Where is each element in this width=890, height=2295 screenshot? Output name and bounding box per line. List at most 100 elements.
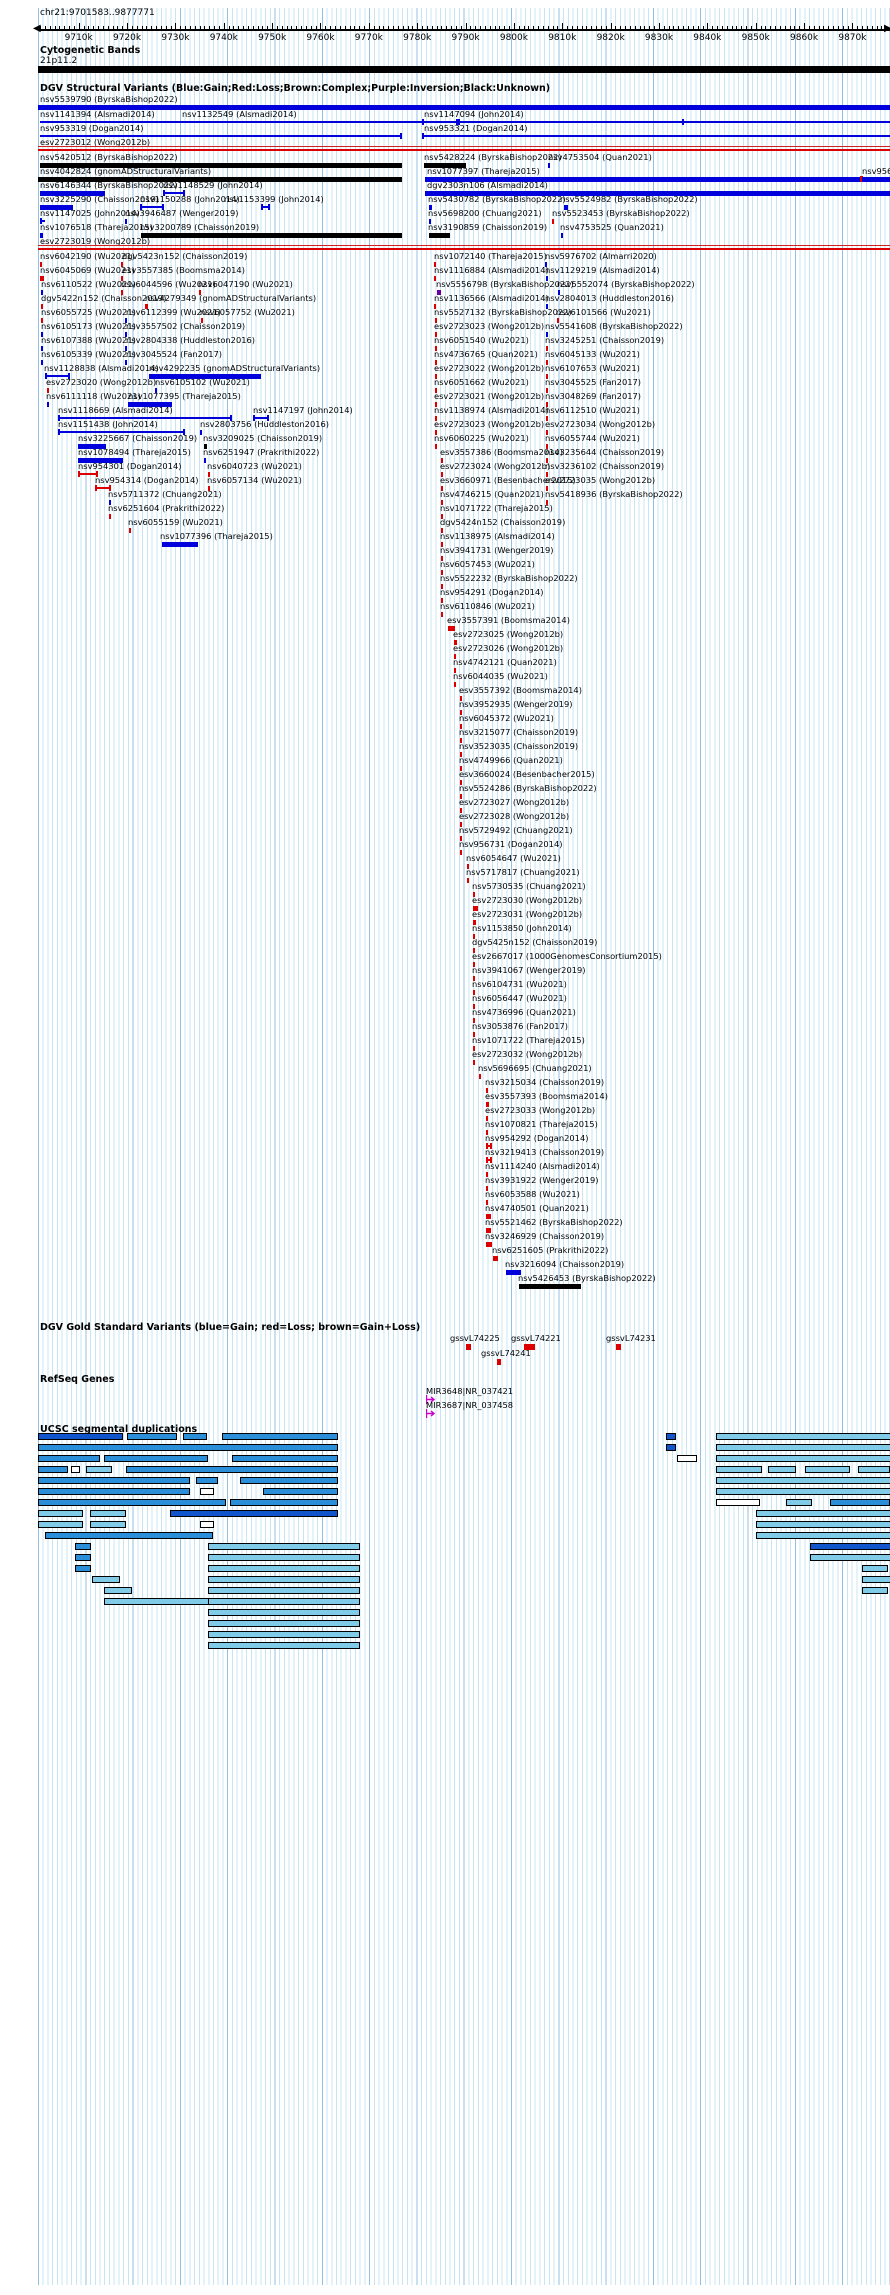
variant-label[interactable]: nsv6056447 (Wu2021)	[472, 993, 567, 1003]
variant-feature[interactable]	[38, 105, 890, 110]
variant-feature[interactable]	[473, 1060, 475, 1065]
variant-feature[interactable]	[454, 640, 457, 645]
variant-feature[interactable]	[429, 233, 450, 238]
variant-feature[interactable]	[546, 430, 548, 435]
variant-label[interactable]: nsv1072140 (Thareja2015)	[434, 251, 547, 261]
variant-feature[interactable]	[546, 346, 548, 351]
variant-label[interactable]: nsv5527132 (ByrskaBishop2022)	[434, 307, 572, 317]
variant-label[interactable]: esv3557385 (Boomsma2014)	[122, 265, 245, 275]
variant-label[interactable]: nsv6112399 (Wu2021)	[126, 307, 221, 317]
variant-label[interactable]: nsv5556798 (ByrskaBishop2022)	[436, 279, 574, 289]
variant-feature[interactable]	[486, 1088, 488, 1093]
variant-label[interactable]: esv2723021 (Wong2012b)	[434, 391, 545, 401]
variant-label[interactable]: nsv3952935 (Wenger2019)	[459, 699, 573, 709]
segdup-block[interactable]	[200, 1488, 214, 1495]
variant-label[interactable]: esv3557391 (Boomsma2014)	[447, 615, 570, 625]
variant-feature[interactable]	[564, 205, 568, 210]
variant-feature[interactable]	[486, 1186, 488, 1191]
variant-feature[interactable]	[473, 1046, 475, 1051]
segdup-block[interactable]	[208, 1576, 360, 1583]
variant-feature[interactable]	[261, 206, 270, 208]
variant-label[interactable]: nsv6045069 (Wu2021)	[40, 265, 135, 275]
segdup-block[interactable]	[232, 1455, 338, 1462]
segdup-block[interactable]	[38, 1466, 68, 1473]
variant-label[interactable]: nsv6251604 (Prakrithi2022)	[108, 503, 225, 513]
gold-variant-feature[interactable]	[616, 1344, 621, 1350]
variant-feature[interactable]	[546, 360, 548, 365]
variant-feature[interactable]	[546, 416, 548, 421]
variant-feature[interactable]	[40, 276, 44, 281]
segdup-block[interactable]	[38, 1455, 100, 1462]
variant-feature[interactable]	[435, 346, 437, 351]
segdup-block[interactable]	[858, 1466, 890, 1473]
variant-feature[interactable]	[460, 710, 462, 715]
variant-feature[interactable]	[473, 990, 475, 995]
variant-feature[interactable]	[545, 262, 547, 267]
variant-label[interactable]: nsv1138974 (Alsmadi2014)	[434, 405, 549, 415]
variant-label[interactable]: nsv6057752 (Wu2021)	[200, 307, 295, 317]
variant-label[interactable]: nsv6044596 (Wu2021)	[121, 279, 216, 289]
variant-label[interactable]: esv2723012 (Wong2012b)	[40, 137, 151, 147]
variant-feature[interactable]	[467, 878, 469, 883]
variant-feature[interactable]	[548, 163, 550, 168]
variant-label[interactable]: nsv3209025 (Chaisson2019)	[203, 433, 323, 443]
segdup-block[interactable]	[104, 1587, 132, 1594]
variant-feature[interactable]	[473, 1004, 475, 1009]
variant-label[interactable]: nsv3236102 (Chaisson2019)	[545, 461, 665, 471]
variant-label[interactable]: nsv5418936 (ByrskaBishop2022)	[545, 489, 683, 499]
gold-variant-label[interactable]: gssvL74225	[450, 1333, 500, 1343]
variant-feature[interactable]	[486, 1242, 492, 1247]
variant-feature[interactable]	[441, 584, 443, 589]
segdup-block[interactable]	[786, 1499, 812, 1506]
variant-feature[interactable]	[424, 163, 466, 168]
variant-label[interactable]: nsv956187 (Dogan2014)	[862, 166, 890, 176]
segdup-block[interactable]	[38, 1510, 83, 1517]
variant-label[interactable]: nsv954314 (Dogan2014)	[95, 475, 199, 485]
variant-label[interactable]: nsv6051662 (Wu2021)	[434, 377, 529, 387]
variant-feature[interactable]	[441, 514, 443, 519]
variant-label[interactable]: nsv4736765 (Quan2021)	[434, 349, 538, 359]
variant-feature[interactable]	[125, 346, 127, 351]
variant-label[interactable]: nsv6040723 (Wu2021)	[207, 461, 302, 471]
variant-feature[interactable]	[40, 135, 402, 137]
segdup-block[interactable]	[222, 1433, 338, 1440]
variant-label[interactable]: nsv3225290 (Chaisson2019)	[40, 194, 160, 204]
segdup-block[interactable]	[666, 1433, 676, 1440]
variant-label[interactable]: nsv2804338 (Huddleston2016)	[126, 335, 256, 345]
variant-label[interactable]: nsv1136566 (Alsmadi2014)	[434, 293, 549, 303]
segdup-block[interactable]	[263, 1488, 338, 1495]
variant-feature[interactable]	[460, 696, 462, 701]
variant-label[interactable]: nsv5552074 (ByrskaBishop2022)	[557, 279, 695, 289]
variant-label[interactable]: nsv953321 (Dogan2014)	[424, 123, 528, 133]
variant-label[interactable]: nsv3246929 (Chaisson2019)	[485, 1231, 605, 1241]
variant-label[interactable]: esv2723023 (Wong2012b)	[434, 419, 545, 429]
segdup-block[interactable]	[208, 1609, 360, 1616]
segdup-block[interactable]	[862, 1587, 888, 1594]
variant-label[interactable]: nsv6047190 (Wu2021)	[198, 279, 293, 289]
segdup-block[interactable]	[90, 1521, 126, 1528]
variant-feature[interactable]	[121, 290, 123, 295]
variant-label[interactable]: nsv5729492 (Chuang2021)	[459, 825, 573, 835]
segdup-block[interactable]	[716, 1488, 890, 1495]
variant-feature[interactable]	[473, 976, 475, 981]
segdup-block[interactable]	[768, 1466, 796, 1473]
variant-label[interactable]: nsv6101566 (Wu2021)	[556, 307, 651, 317]
variant-label[interactable]: nsv6055725 (Wu2021)	[41, 307, 136, 317]
variant-label[interactable]: nsv6105339 (Wu2021)	[41, 349, 136, 359]
variant-feature[interactable]	[546, 458, 548, 463]
variant-label[interactable]: esv3557392 (Boomsma2014)	[459, 685, 582, 695]
variant-feature[interactable]	[41, 346, 43, 351]
segdup-block[interactable]	[805, 1466, 850, 1473]
variant-feature[interactable]	[473, 1032, 475, 1037]
variant-label[interactable]: nsv6045372 (Wu2021)	[459, 713, 554, 723]
variant-feature[interactable]	[454, 654, 456, 659]
segdup-block[interactable]	[208, 1587, 360, 1594]
variant-feature[interactable]	[546, 374, 548, 379]
variant-label[interactable]: nsv4042824 (gnomADStructuralVariants)	[40, 166, 212, 176]
variant-label[interactable]: esv2723031 (Wong2012b)	[472, 909, 583, 919]
variant-label[interactable]: dgv5425n152 (Chaisson2019)	[472, 937, 598, 947]
variant-label[interactable]: nsv5717817 (Chuang2021)	[466, 867, 580, 877]
variant-feature[interactable]	[47, 388, 49, 393]
variant-label[interactable]: nsv1147025 (John2014)	[40, 208, 140, 218]
segdup-block[interactable]	[230, 1499, 338, 1506]
